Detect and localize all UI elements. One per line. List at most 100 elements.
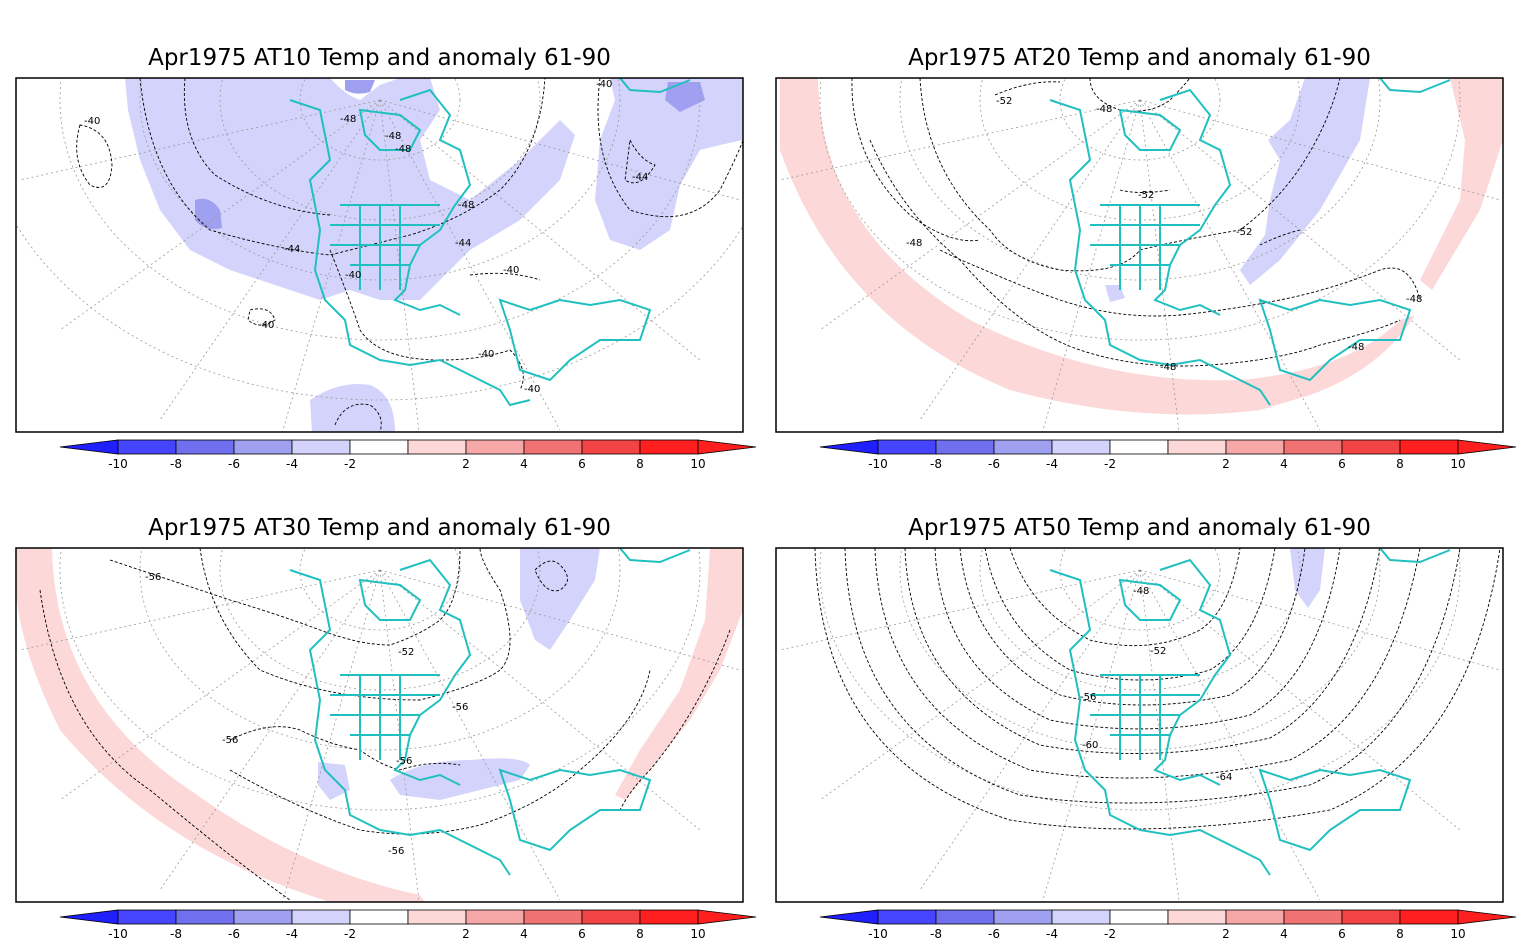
colorbar-segment — [1167, 909, 1227, 925]
map-at10: -40 -44 -48 -48 -48 -48 -44 -44 -40 -40 … — [15, 77, 757, 470]
contour-label: -48 — [1348, 342, 1364, 353]
map-frame — [15, 547, 744, 903]
colorbar-segment — [639, 439, 699, 455]
colorbar-tick-label: -2 — [1104, 927, 1116, 940]
panel-at20: Apr1975 AT20 Temp and anomaly 61-90 — [760, 0, 1520, 470]
pos-anomaly-ring — [780, 78, 1415, 415]
contour-label: -52 — [1236, 227, 1252, 238]
contour-line — [39, 589, 291, 901]
colorbar-segment — [639, 909, 699, 925]
colorbar-tick-label: 6 — [1338, 457, 1346, 470]
colorbar-segment — [877, 439, 937, 455]
colorbar-tick-label: 10 — [690, 457, 705, 470]
colorbar-tick-label: 10 — [690, 927, 705, 940]
map-frame — [775, 547, 1504, 903]
contour-line — [247, 308, 276, 326]
contour-label: -56 — [396, 756, 412, 767]
contour-label: -56 — [222, 735, 238, 746]
contour-line — [534, 560, 568, 592]
panel-title: Apr1975 AT30 Temp and anomaly 61-90 — [148, 515, 611, 541]
coastline — [1379, 548, 1451, 564]
contour-line — [469, 272, 541, 281]
contour-label: -48 — [385, 131, 401, 142]
colorbar-segment — [581, 909, 641, 925]
coastline — [1258, 298, 1412, 382]
colorbar-segment — [523, 439, 583, 455]
colorbar-tick-label: -4 — [286, 457, 298, 470]
contour-line — [1009, 548, 1241, 647]
coastline — [1379, 78, 1451, 94]
colorbar-segment — [233, 439, 293, 455]
colorbar-tick-label: -6 — [228, 927, 240, 940]
contour-label: -56 — [452, 702, 468, 713]
contour-label: -48 — [458, 200, 474, 211]
colorbar-segment — [349, 909, 409, 925]
coastline — [289, 569, 511, 876]
map-at20: -52 -48 -52 -52 -48 -48 -48 -48 -10 -8 -6-… — [775, 77, 1517, 470]
colorbar-tick-label: 2 — [462, 927, 470, 940]
colorbar-tick-label: -4 — [286, 927, 298, 940]
colorbar-segment — [117, 439, 177, 455]
contour-label: -52 — [398, 647, 414, 658]
contour-line — [851, 78, 981, 242]
colorbar: -10 -8 -6 -4 -2 2 4 6 8 10 — [59, 439, 757, 470]
neg-anomaly-region — [1240, 78, 1370, 285]
colorbar-tick-label: -10 — [868, 457, 888, 470]
contour-label: -44 — [632, 172, 648, 183]
colorbar-segment — [117, 909, 177, 925]
contour-label: -40 — [478, 349, 494, 360]
contour-label: -64 — [1216, 772, 1232, 783]
contour-line — [76, 124, 113, 188]
panel-title: Apr1975 AT10 Temp and anomaly 61-90 — [148, 45, 611, 71]
colorbar-segment — [935, 909, 995, 925]
contour-label: -52 — [1138, 190, 1154, 201]
contour-line — [934, 548, 1341, 730]
coastline — [1049, 99, 1271, 406]
colorbar-segment — [465, 909, 525, 925]
contour-label: -48 — [1133, 586, 1149, 597]
neg-anomaly-region — [310, 384, 395, 432]
contour-line — [994, 78, 1191, 112]
map-at30: -56 -52 -56 -56 -56 -56 -10 -8 -6 -4 -2 2 4 6 8 1… — [15, 547, 757, 940]
colorbar-tick-label: -10 — [108, 927, 128, 940]
contour-line — [139, 78, 546, 256]
colorbar-tick-label: -2 — [344, 457, 356, 470]
contour-line — [624, 138, 656, 184]
colorbar-segment — [407, 439, 467, 455]
panel-title: Apr1975 AT20 Temp and anomaly 61-90 — [908, 45, 1371, 71]
colorbar-tick-label: -4 — [1046, 927, 1058, 940]
colorbar-segment — [1109, 439, 1169, 455]
panel-at10: Apr1975 AT10 Temp and anomaly 61-90 — [0, 0, 760, 470]
neg-anomaly-region — [595, 78, 743, 250]
colorbar-tick-label: -8 — [170, 927, 182, 940]
colorbar-segment — [407, 909, 467, 925]
colorbar-segment — [993, 439, 1053, 455]
colorbar-segment — [1225, 439, 1285, 455]
contour-label: -40 — [503, 265, 519, 276]
coastline — [1090, 674, 1200, 760]
colorbar-tick-label: -4 — [1046, 457, 1058, 470]
colorbar-tick-label: 10 — [1450, 927, 1465, 940]
colorbar-arrow-high — [1457, 909, 1517, 925]
coastline — [289, 99, 531, 407]
contour-line — [904, 548, 1381, 754]
contour-label: -40 — [258, 320, 274, 331]
colorbar-segment — [291, 909, 351, 925]
contour-line — [844, 548, 1461, 804]
pos-anomaly-region — [615, 548, 743, 800]
coastline — [1153, 88, 1232, 316]
contour-label: -40 — [524, 384, 540, 395]
coastline — [498, 768, 652, 852]
colorbar-segment — [935, 439, 995, 455]
colorbar-tick-label: 2 — [1222, 927, 1230, 940]
contour-label: -48 — [1096, 104, 1112, 115]
neg-anomaly-region — [345, 80, 375, 94]
coastline — [1118, 108, 1182, 151]
contour-line — [109, 548, 461, 646]
colorbar-tick-label: -10 — [868, 927, 888, 940]
colorbar-segment — [349, 439, 409, 455]
contour-line — [959, 548, 1306, 706]
coastline — [358, 578, 422, 621]
colorbar-segment — [1283, 439, 1343, 455]
contour-line — [619, 629, 731, 811]
